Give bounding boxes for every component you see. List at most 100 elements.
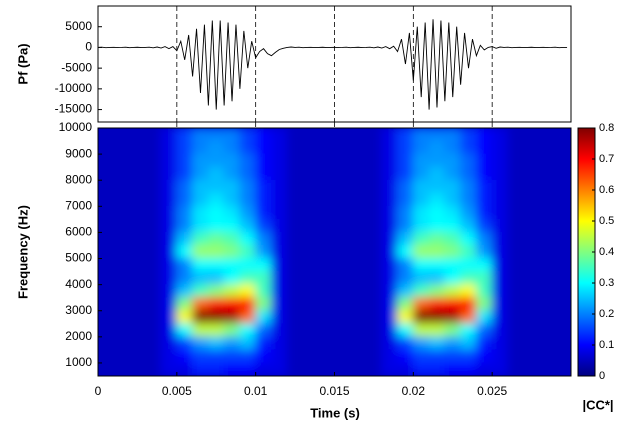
heatmap-cell: [460, 153, 477, 168]
heatmap-cell: [302, 244, 320, 260]
heatmap-cell: [381, 258, 399, 273]
x-tick-label: 0: [95, 384, 102, 398]
heatmap-cell: [207, 140, 225, 155]
heatmap-cell: [318, 140, 335, 155]
heatmap-cell: [113, 192, 131, 207]
heatmap-cell: [507, 179, 525, 194]
heatmap-cell: [286, 258, 304, 273]
y-tick-label: 4000: [65, 277, 92, 291]
heatmap-cell: [255, 179, 272, 194]
heatmap-cell: [538, 284, 556, 299]
heatmap-cell: [491, 140, 509, 155]
heatmap-cell: [160, 153, 178, 168]
heatmap-cell: [334, 192, 351, 207]
heatmap-cell: [554, 362, 571, 376]
heatmap-cell: [239, 323, 257, 338]
heatmap-cell: [538, 271, 556, 286]
heatmap-cell: [318, 349, 335, 364]
heatmap-cell: [444, 205, 462, 220]
heatmap-cell: [239, 231, 257, 246]
heatmap-cell: [160, 297, 178, 312]
heatmap-cell: [381, 128, 399, 142]
heatmap-cell: [302, 140, 320, 155]
heatmap-cell: [444, 336, 462, 351]
heatmap-cell: [286, 128, 304, 142]
heatmap-cell: [286, 310, 304, 325]
heatmap-cell: [144, 205, 162, 220]
heatmap-cell: [129, 179, 146, 194]
heatmap-cell: [523, 258, 540, 273]
heatmap-cell: [160, 336, 178, 351]
heatmap-cell: [523, 349, 540, 364]
heatmap-cell: [255, 205, 272, 220]
heatmap-cell: [538, 310, 556, 325]
heatmap-cell: [397, 258, 414, 273]
top-panel: 5000 0 -5000 -10000 -15000: [55, 5, 572, 123]
heatmap-cell: [302, 297, 320, 312]
heatmap-cell: [491, 192, 509, 207]
heatmap-cell: [349, 271, 367, 286]
heatmap-cell: [444, 128, 462, 142]
heatmap-cell: [223, 128, 241, 142]
heatmap-cell: [397, 153, 414, 168]
heatmap-cell: [507, 349, 525, 364]
x-axis-label: Time (s): [310, 405, 360, 420]
axes-frame: [97, 127, 572, 377]
heatmap-cell: [491, 297, 509, 312]
heatmap-cell: [397, 271, 414, 286]
heatmap-cell: [192, 349, 209, 364]
heatmap-cell: [239, 362, 257, 376]
heatmap-cell: [507, 323, 525, 338]
heatmap-cell: [365, 231, 383, 246]
y-tick-label: 3000: [65, 303, 92, 317]
heatmap-cell: [113, 153, 131, 168]
y-axis-label: Pf (Pa): [15, 43, 30, 84]
heatmap-cell: [255, 310, 272, 325]
heatmap-cell: [523, 323, 540, 338]
heatmap-cell: [302, 231, 320, 246]
heatmap-cell: [460, 297, 477, 312]
heatmap-cell: [270, 284, 288, 299]
heatmap-cell: [554, 297, 571, 312]
y-tick-label: -10000: [55, 81, 93, 95]
heatmap-cell: [475, 140, 493, 155]
heatmap-cell: [397, 231, 414, 246]
heatmap-cell: [491, 323, 509, 338]
heatmap-cell: [554, 218, 571, 233]
heatmap-cell: [460, 166, 477, 181]
heatmap-cell: [160, 166, 178, 181]
heatmap-cell: [207, 179, 225, 194]
heatmap-cell: [144, 244, 162, 260]
heatmap-cell: [460, 336, 477, 351]
heatmap-cell: [113, 140, 131, 155]
heatmap-cell: [129, 218, 146, 233]
heatmap-cell: [523, 179, 540, 194]
heatmap-cell: [381, 362, 399, 376]
heatmap-cell: [523, 153, 540, 168]
heatmap-cell: [349, 336, 367, 351]
heatmap-cell: [349, 297, 367, 312]
heatmap-cell: [460, 284, 477, 299]
heatmap-cell: [113, 323, 131, 338]
heatmap-cell: [223, 297, 241, 312]
heatmap-cell: [538, 297, 556, 312]
heatmap-cell: [381, 205, 399, 220]
heatmap-cell: [412, 166, 430, 181]
heatmap-cell: [507, 153, 525, 168]
heatmap-cell: [239, 258, 257, 273]
heatmap-cell: [428, 258, 446, 273]
heatmap-cell: [334, 323, 351, 338]
heatmap-cell: [160, 323, 178, 338]
heatmap-cell: [255, 349, 272, 364]
heatmap-cell: [113, 128, 131, 142]
heatmap-cell: [176, 297, 194, 312]
heatmap-cell: [460, 205, 477, 220]
heatmap-cell: [302, 323, 320, 338]
heatmap-cell: [507, 128, 525, 142]
heatmap-cell: [397, 336, 414, 351]
heatmap-cell: [334, 271, 351, 286]
heatmap-cell: [444, 258, 462, 273]
heatmap-cell: [381, 140, 399, 155]
heatmap-cell: [334, 218, 351, 233]
heatmap-cell: [144, 271, 162, 286]
